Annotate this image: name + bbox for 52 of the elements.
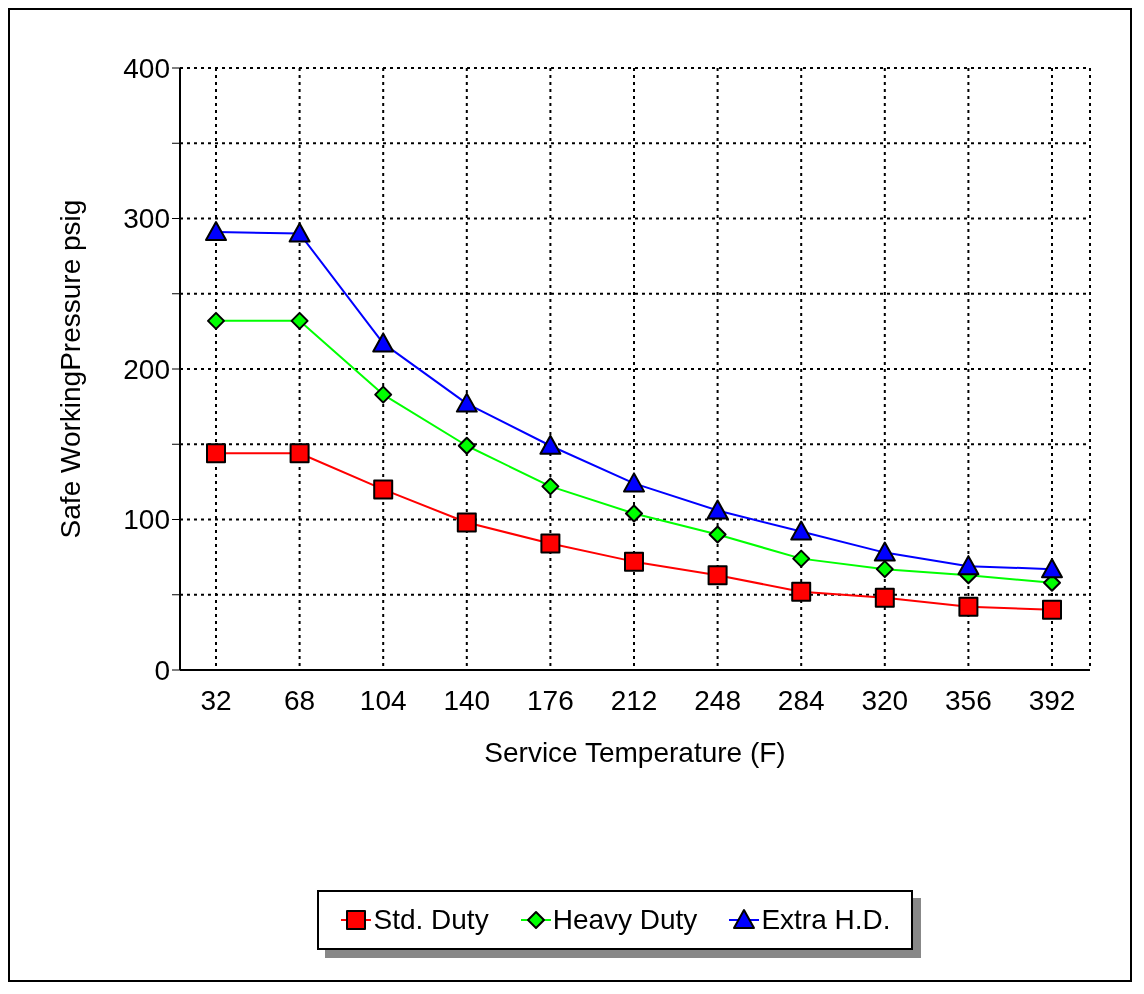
point	[791, 581, 812, 602]
x-tick-label: 176	[527, 684, 574, 716]
x-tick-label: 104	[359, 684, 407, 716]
y-tick-label: 0	[154, 654, 170, 686]
point	[290, 311, 309, 330]
point	[708, 525, 727, 544]
point	[707, 565, 728, 586]
point	[1041, 558, 1063, 579]
point	[539, 434, 562, 455]
legend-label: Heavy Duty	[552, 904, 698, 936]
point	[205, 221, 227, 242]
x-tick-label: 140	[443, 684, 491, 716]
legend-label: Extra H.D.	[761, 904, 891, 936]
point	[874, 587, 895, 608]
point	[875, 560, 894, 579]
point	[455, 392, 478, 413]
point	[456, 512, 477, 533]
point	[207, 311, 225, 330]
point	[289, 443, 310, 464]
x-tick-label: 284	[777, 684, 825, 716]
point	[457, 436, 476, 455]
y-tick-label: 100	[123, 504, 170, 536]
point	[792, 549, 811, 568]
point	[1042, 599, 1062, 620]
x-tick-label: 320	[861, 684, 909, 716]
y-tick-label: 200	[123, 353, 170, 385]
x-tick-label: 392	[1028, 684, 1076, 716]
y-axis-title: Safe WorkingPressure psig	[54, 199, 86, 539]
point	[790, 520, 813, 541]
legend-label: Std. Duty	[373, 904, 489, 936]
y-tick-label: 300	[123, 203, 170, 235]
point	[623, 472, 645, 493]
point	[206, 443, 226, 464]
point	[957, 555, 980, 576]
point	[624, 551, 644, 572]
point	[372, 332, 395, 353]
point	[706, 499, 729, 520]
point	[958, 596, 979, 617]
point	[288, 222, 311, 243]
y-tick-label: 400	[123, 52, 170, 84]
x-tick-label: 248	[694, 684, 741, 716]
point	[374, 385, 393, 404]
point	[873, 541, 896, 562]
point	[540, 533, 561, 554]
x-axis-title: Service Temperature (F)	[484, 737, 786, 768]
x-tick-label: 356	[945, 684, 992, 716]
x-tick-label: 32	[200, 684, 232, 716]
point	[625, 504, 643, 523]
point	[541, 477, 560, 496]
point	[373, 479, 394, 500]
x-tick-label: 212	[610, 684, 658, 716]
x-tick-label: 68	[284, 684, 316, 716]
